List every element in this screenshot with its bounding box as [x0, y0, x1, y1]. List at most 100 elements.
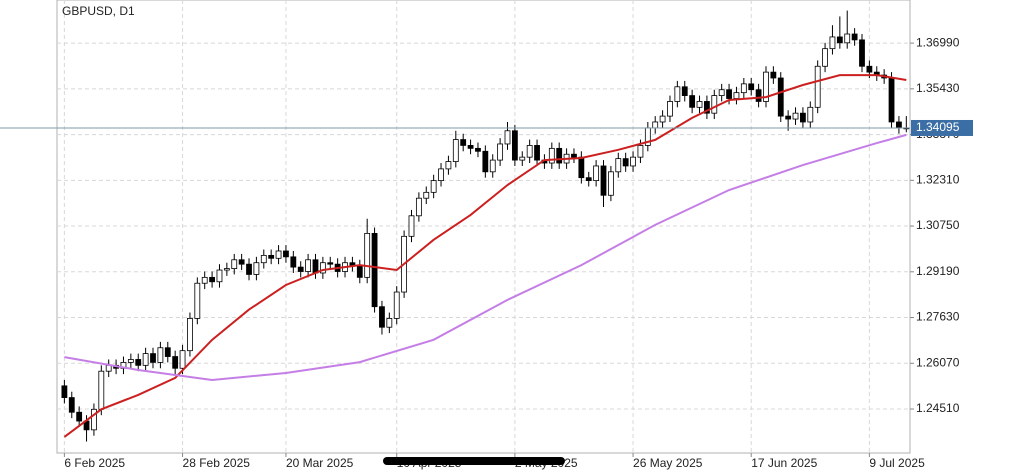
y-tick-label: 1.30750 [916, 218, 960, 232]
candle-body [652, 121, 659, 129]
candle-body [475, 147, 481, 152]
candle-body [164, 347, 171, 357]
candle-body [607, 171, 614, 196]
candle-body [438, 168, 444, 182]
candle-body [467, 145, 474, 149]
y-tick-label: 1.26070 [916, 355, 960, 369]
candle-body [777, 77, 784, 117]
candle-body [393, 291, 400, 319]
candle-body [526, 145, 533, 158]
candle-body [179, 350, 186, 369]
scroll-bar[interactable] [383, 457, 565, 465]
y-tick-label: 1.29190 [916, 264, 960, 278]
candle-body [748, 83, 755, 91]
candle-body [415, 197, 422, 217]
candle-body [726, 89, 732, 99]
candle-body [866, 65, 873, 73]
candle-body [888, 77, 895, 123]
x-tick-label: 9 Jul 2025 [869, 456, 925, 470]
candle-body [194, 282, 201, 319]
x-tick-label: 17 Jun 2025 [751, 456, 817, 470]
candle-body [497, 143, 504, 161]
candle-body [172, 356, 179, 369]
candle-body [408, 215, 415, 237]
candle-body [571, 153, 577, 158]
price-label-box [911, 119, 973, 136]
candle-body [659, 115, 666, 123]
candle-body [792, 112, 799, 120]
candle-body [814, 65, 821, 108]
candle-body [246, 263, 252, 275]
candle-body [829, 36, 836, 50]
candle-body [667, 101, 673, 117]
candle-body [504, 130, 511, 145]
candle-body [822, 48, 828, 67]
y-tick-label: 1.32310 [916, 172, 960, 186]
candle-body [127, 359, 134, 363]
candle-body [578, 156, 585, 179]
candle-body [770, 71, 777, 79]
candle-body [733, 92, 740, 99]
candle-body [851, 33, 858, 41]
candle-body [689, 95, 696, 108]
candle-body [548, 147, 555, 164]
candle-body [238, 259, 245, 265]
candle-body [844, 33, 851, 44]
candle-body [763, 71, 769, 102]
candle-body [556, 147, 563, 164]
candle-body [91, 408, 97, 431]
marks-layer [0, 10, 910, 442]
candle-body [371, 232, 378, 308]
candle-body [637, 145, 644, 158]
candle-body [379, 306, 385, 328]
candle-body [386, 318, 393, 328]
candle-body [859, 39, 865, 67]
candle-body [534, 145, 540, 161]
x-tick-label: 26 May 2025 [633, 456, 703, 470]
candle-body [593, 165, 600, 182]
candle-body [305, 259, 311, 272]
y-tick-label: 1.24510 [916, 401, 960, 415]
x-tick-label: 20 Mar 2025 [286, 456, 354, 470]
candle-body [836, 36, 843, 44]
y-tick-label: 1.35430 [916, 81, 960, 95]
candle-body [785, 115, 792, 120]
candle-body [740, 83, 747, 94]
candle-body [231, 259, 238, 269]
candle-body [423, 191, 430, 199]
candle-body [896, 121, 902, 129]
candle-body [718, 89, 725, 96]
candle-body [445, 161, 452, 170]
candle-body [356, 265, 363, 278]
candle-body [105, 364, 112, 372]
candle-body [755, 89, 762, 102]
candle-body [216, 269, 223, 283]
candle-body [704, 101, 710, 114]
candle-body [157, 347, 164, 363]
chart-title: GBPUSD, D1 [62, 4, 135, 18]
candle-body [711, 95, 718, 114]
candle-body [630, 156, 636, 167]
candle-body [142, 353, 149, 366]
candle-body [312, 259, 319, 274]
candle-body [297, 266, 304, 272]
candle-body [68, 397, 75, 413]
candle-body [290, 256, 297, 268]
candle-body [674, 86, 681, 102]
price-label: 1.34095 [916, 120, 960, 134]
candle-body [327, 262, 334, 265]
candle-body [135, 359, 142, 366]
candle-body [696, 101, 703, 108]
candle-body [76, 411, 83, 422]
x-tick-label: 6 Feb 2025 [64, 456, 125, 470]
candle-body [150, 353, 156, 363]
candle-body [681, 86, 688, 96]
candle-body [364, 232, 371, 278]
candle-body [615, 158, 622, 173]
candle-body [260, 254, 267, 264]
candle-body [187, 318, 193, 352]
candle-body [600, 165, 607, 196]
candle-body [319, 262, 326, 274]
candle-body [585, 177, 592, 182]
